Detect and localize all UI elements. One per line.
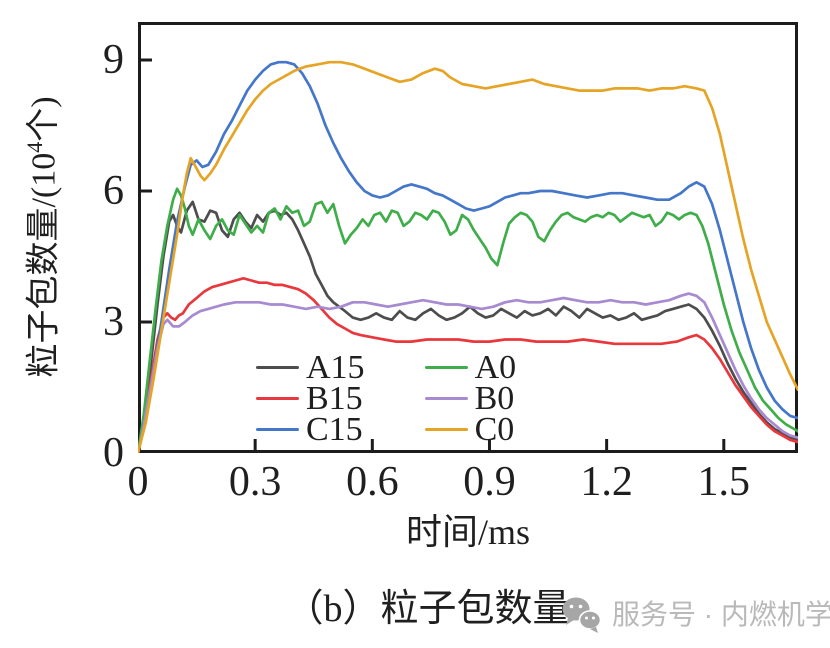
series-line-B0 [138,292,798,453]
y-tick-label: 0 [103,430,124,476]
legend-item-A15: A15 [256,349,365,386]
y-axis-title-text: 粒子包数量/(104个) [22,96,63,378]
chart-plot-area [138,22,798,453]
series-line-A0 [138,187,798,453]
x-tick-label: 1.2 [580,459,633,505]
x-tick-label: 0 [127,459,149,505]
legend-label-A15: A15 [306,349,365,386]
watermark-text: 服务号 · 内燃机学报 [612,599,830,630]
x-axis-title: 时间/ms [405,512,530,552]
legend-swatch-A15 [256,365,299,370]
legend-item-B0: B0 [424,380,517,417]
legend-swatch-C0 [424,427,468,432]
chart-legend: A15 B15 C15 A0 B0 C0 [256,349,517,448]
figure-caption: （b）粒子包数量 [285,588,571,630]
legend-swatch-B0 [424,396,468,401]
x-tick-label: 0.3 [228,459,282,505]
series-line-B15 [138,276,798,453]
y-axis-title-superscript: 4 [22,141,48,153]
series-line-C15 [138,60,798,453]
legend-item-B15: B15 [256,380,365,417]
y-tick-label: 9 [103,36,124,83]
legend-swatch-B15 [256,396,299,401]
x-tick-label: 1.5 [697,459,751,505]
watermark: 服务号 · 内燃机学报 [558,592,830,638]
y-tick-label: 6 [103,167,124,214]
series-line-C0 [138,60,798,453]
wechat-icon [562,597,602,633]
legend-label-B0: B0 [474,380,515,417]
x-tick-label: 0.9 [463,459,516,505]
series-line-A15 [138,200,798,453]
legend-item-A0: A0 [424,349,517,386]
legend-swatch-A0 [424,365,468,370]
legend-swatch-C15 [256,427,299,432]
x-tick-label: 0.6 [346,459,399,505]
legend-label-C15: C15 [306,411,363,448]
legend-label-C0: C0 [474,411,515,448]
legend-item-C0: C0 [424,411,517,448]
legend-label-A0: A0 [474,349,517,386]
legend-item-C15: C15 [256,411,365,448]
plot-frame [138,22,798,453]
y-tick-label: 3 [103,298,124,345]
legend-label-B15: B15 [306,380,363,417]
